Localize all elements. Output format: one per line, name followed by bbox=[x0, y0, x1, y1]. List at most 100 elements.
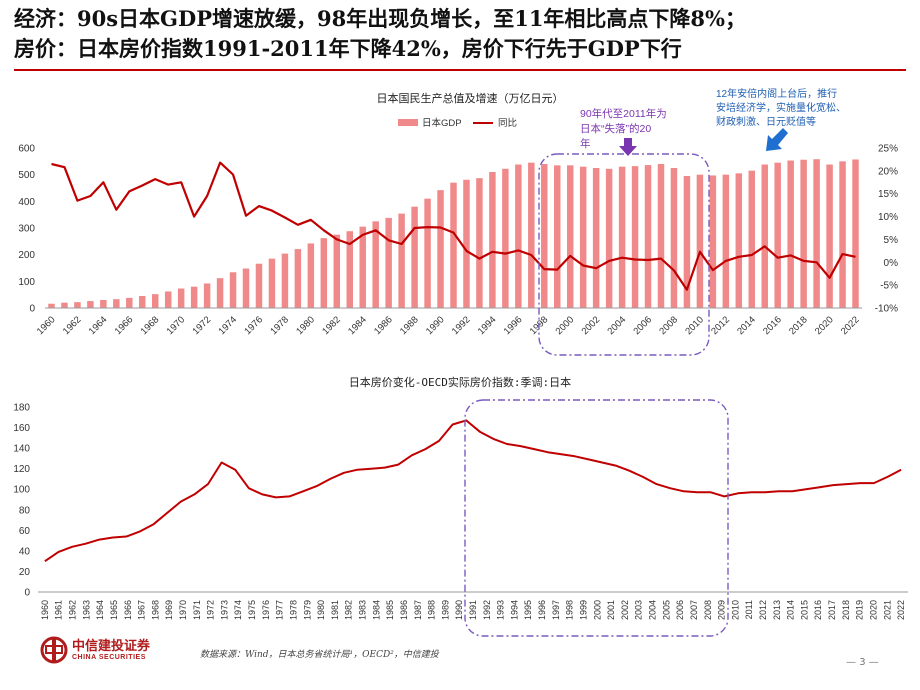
gdp-x-tick: 2012 bbox=[709, 314, 732, 337]
house-x-tick: 1975 bbox=[247, 600, 257, 620]
house-y-tick: 80 bbox=[19, 505, 31, 516]
lost-years-text-1: 90年代至2011年为 bbox=[580, 107, 667, 120]
house-price-line bbox=[44, 419, 902, 563]
house-x-tick: 1961 bbox=[54, 600, 64, 620]
data-source-note: 数据来源：Wind，日本总务省统计局¹，OECD²，中信建投 bbox=[200, 650, 439, 660]
gdp-bar bbox=[87, 301, 94, 308]
house-y-tick: 60 bbox=[19, 526, 31, 537]
gdp-x-tick: 2018 bbox=[787, 314, 810, 337]
house-x-tick: 1976 bbox=[261, 600, 271, 620]
gdp-bar bbox=[683, 176, 691, 308]
gdp-bar bbox=[735, 173, 743, 308]
house-price-series-line bbox=[44, 419, 902, 563]
gdp-bar bbox=[398, 213, 405, 308]
lost-years-box-top bbox=[538, 153, 710, 356]
house-x-tick: 2000 bbox=[592, 600, 602, 620]
house-x-tick: 1993 bbox=[496, 600, 506, 620]
gdp-x-tick: 1960 bbox=[35, 314, 58, 337]
house-x-tick: 1973 bbox=[219, 600, 229, 620]
gdp-bar bbox=[554, 165, 561, 308]
gdp-bar bbox=[592, 168, 600, 308]
gdp-bar bbox=[579, 166, 587, 308]
abenomics-annotation: 12年安倍内阁上台后，推行 安培经济学，实施量化宽松、 财政刺激、日元贬值等 bbox=[716, 87, 846, 151]
lost-years-box-bottom bbox=[464, 399, 729, 637]
house-x-tick: 1977 bbox=[275, 600, 285, 620]
house-x-tick: 1990 bbox=[454, 600, 464, 620]
gdp-bar bbox=[164, 291, 172, 308]
house-x-tick: 1965 bbox=[109, 600, 119, 620]
house-x-tick: 1983 bbox=[358, 600, 368, 620]
headline-line-1: 经济：90s日本GDP增速放缓，98年出现负增长，至11年相比高点下降8%； bbox=[14, 6, 746, 31]
house-x-tick: 2019 bbox=[855, 600, 865, 620]
diagonal-arrow-icon bbox=[766, 128, 788, 151]
page-number: — 3 — bbox=[846, 657, 879, 668]
headline: 经济：90s日本GDP增速放缓，98年出现负增长，至11年相比高点下降8%； 房… bbox=[14, 4, 904, 64]
house-x-tick: 1989 bbox=[440, 600, 450, 620]
gdp-x-tick: 2002 bbox=[580, 314, 603, 337]
gdp-x-tick: 1970 bbox=[165, 314, 188, 337]
gdp-bar bbox=[48, 303, 55, 308]
gdp-bar bbox=[333, 234, 341, 308]
house-y-tick: 0 bbox=[24, 588, 30, 599]
house-x-tick: 2001 bbox=[606, 600, 616, 620]
gdp-right-tick: -5% bbox=[880, 281, 898, 292]
gdp-bar bbox=[787, 160, 794, 308]
gdp-x-tick: 2006 bbox=[631, 314, 654, 337]
house-x-tick: 1999 bbox=[578, 600, 588, 620]
gdp-left-tick: 400 bbox=[18, 197, 35, 208]
gdp-x-tick: 2008 bbox=[657, 314, 680, 337]
house-x-tick: 2008 bbox=[703, 600, 713, 620]
logo-mark-icon bbox=[40, 636, 68, 664]
gdp-bar bbox=[826, 164, 833, 308]
gdp-x-tick: 2022 bbox=[839, 314, 862, 337]
house-x-tick: 2004 bbox=[648, 600, 658, 620]
gdp-x-tick: 2014 bbox=[735, 314, 758, 337]
gdp-x-tick: 1994 bbox=[476, 314, 499, 337]
gdp-x-tick: 1964 bbox=[87, 314, 110, 337]
gdp-right-tick: 25% bbox=[878, 144, 898, 155]
gdp-x-tick: 1974 bbox=[216, 314, 239, 337]
house-x-tick: 2005 bbox=[661, 600, 671, 620]
gdp-bar bbox=[502, 168, 509, 308]
gdp-bar bbox=[463, 179, 470, 308]
gdp-bar bbox=[670, 168, 678, 308]
house-x-tick: 2020 bbox=[868, 600, 878, 620]
down-arrow-icon bbox=[619, 138, 637, 156]
gdp-x-tick: 2000 bbox=[554, 314, 577, 337]
legend-yoy-label: 同比 bbox=[498, 117, 517, 129]
gdp-bar bbox=[126, 297, 133, 308]
house-x-tick: 1997 bbox=[551, 600, 561, 620]
gdp-x-tick: 1984 bbox=[346, 314, 369, 337]
yoy-series-line bbox=[51, 161, 856, 291]
house-x-tick: 1988 bbox=[427, 600, 437, 620]
gdp-bar bbox=[657, 164, 665, 308]
gdp-x-tick: 1986 bbox=[372, 314, 395, 337]
gdp-bar bbox=[800, 159, 807, 308]
house-x-tick: 1986 bbox=[399, 600, 409, 620]
gdp-right-tick: 10% bbox=[878, 212, 898, 223]
gdp-x-tick: 1966 bbox=[113, 314, 136, 337]
gdp-bar bbox=[852, 159, 859, 308]
gdp-bar bbox=[177, 288, 185, 308]
house-y-tick: 160 bbox=[13, 423, 30, 434]
gdp-right-tick: 15% bbox=[878, 189, 898, 200]
gdp-right-tick: 20% bbox=[878, 166, 898, 177]
gdp-bar bbox=[190, 286, 198, 308]
house-y-tick: 120 bbox=[13, 464, 30, 475]
gdp-x-tick: 1978 bbox=[268, 314, 291, 337]
gdp-left-tick: 200 bbox=[18, 250, 35, 261]
gdp-bar bbox=[294, 249, 302, 308]
gdp-chart-title: 日本国民生产总值及增速（万亿日元） bbox=[377, 91, 564, 105]
gdp-left-tick: 100 bbox=[18, 277, 35, 288]
house-x-tick: 1984 bbox=[371, 600, 381, 620]
chart2-title: 日本房价变化-OECD实际房价指数:季调:日本 bbox=[349, 375, 571, 389]
house-y-tick: 180 bbox=[13, 403, 30, 414]
gdp-bar bbox=[489, 172, 496, 308]
gdp-yoy-line bbox=[51, 161, 856, 291]
gdp-bar bbox=[709, 175, 717, 308]
gdp-bar bbox=[839, 161, 846, 308]
house-x-tick: 1974 bbox=[233, 600, 243, 620]
gdp-bar bbox=[372, 221, 379, 308]
gdp-bar bbox=[605, 168, 613, 308]
house-x-tick: 2002 bbox=[620, 600, 630, 620]
